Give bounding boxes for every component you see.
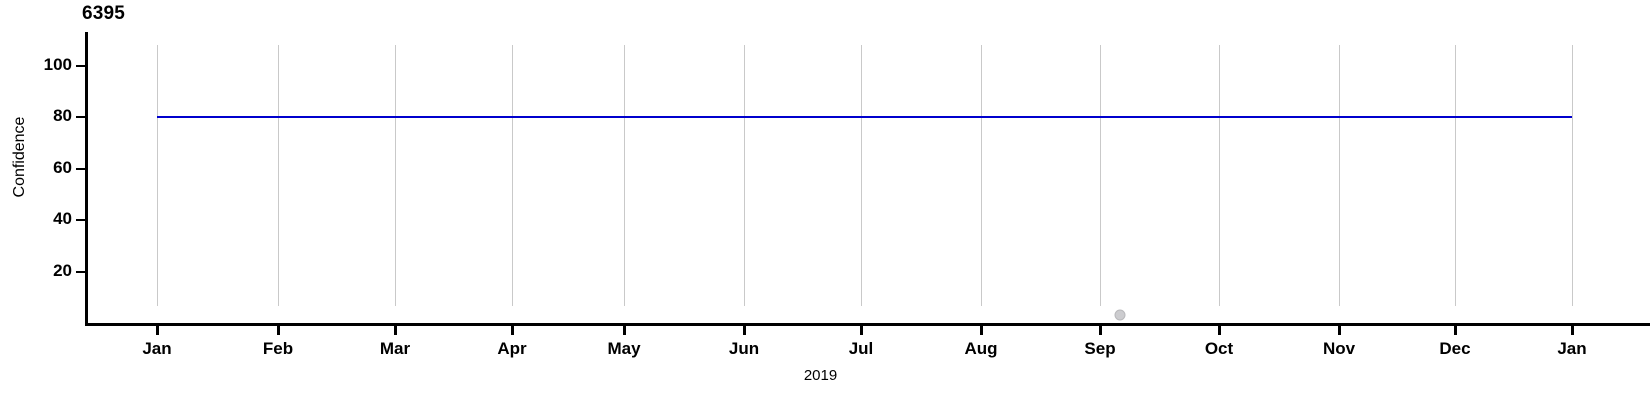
x-axis-tick-mark xyxy=(1571,326,1574,335)
x-axis-line xyxy=(85,323,1650,326)
x-axis-tick-mark xyxy=(156,326,159,335)
gridline xyxy=(1219,45,1220,306)
y-axis-tick-label: 40 xyxy=(53,209,72,229)
x-axis-tick-mark xyxy=(277,326,280,335)
gridline xyxy=(744,45,745,306)
x-axis-tick-label: Jun xyxy=(728,339,760,358)
x-axis-tick-label: May xyxy=(607,339,641,358)
gridline xyxy=(1339,45,1340,306)
x-axis-tick-label: Sep xyxy=(1084,339,1116,358)
y-axis-tick-label: 80 xyxy=(53,106,72,126)
x-axis-tick-label: Jan xyxy=(142,339,172,358)
chart-title: 6395 xyxy=(82,3,126,24)
y-axis-tick-label: 100 xyxy=(43,54,72,74)
x-axis-tick-label: Jan xyxy=(1557,339,1587,358)
gridline xyxy=(1572,45,1573,306)
x-axis-tick-label: Oct xyxy=(1204,339,1234,358)
gridline xyxy=(395,45,396,306)
x-axis-tick-label: Dec xyxy=(1439,339,1471,358)
x-axis-tick-label: Feb xyxy=(262,339,294,358)
y-axis-tick-label: 60 xyxy=(53,157,72,177)
x-axis-tick-mark xyxy=(623,326,626,335)
y-axis-tick-mark xyxy=(76,270,85,273)
x-axis-tick-label: Aug xyxy=(964,339,998,358)
gridline xyxy=(512,45,513,306)
gridline xyxy=(861,45,862,306)
gridline xyxy=(157,45,158,306)
x-axis-tick-mark xyxy=(1454,326,1457,335)
x-axis-tick-label: Jul xyxy=(848,339,874,358)
data-point[interactable] xyxy=(1114,309,1126,321)
x-axis-tick-mark xyxy=(1218,326,1221,335)
x-axis-tick-mark xyxy=(743,326,746,335)
y-axis-tick-mark xyxy=(76,64,85,67)
x-axis-tick-mark xyxy=(511,326,514,335)
gridline xyxy=(278,45,279,306)
gridline xyxy=(1100,45,1101,306)
x-axis-tick-label: Nov xyxy=(1322,339,1356,358)
y-axis-tick-mark xyxy=(76,167,85,170)
y-axis-tick-mark xyxy=(76,219,85,222)
y-axis-tick-mark xyxy=(76,116,85,119)
x-axis-tick-label: Mar xyxy=(379,339,411,358)
x-axis-title: 2019 xyxy=(803,367,838,384)
x-axis-tick-mark xyxy=(860,326,863,335)
y-axis-tick-label: 20 xyxy=(53,260,72,280)
gridline xyxy=(1455,45,1456,306)
x-axis-tick-mark xyxy=(394,326,397,335)
x-axis-tick-mark xyxy=(1338,326,1341,335)
gridline xyxy=(624,45,625,306)
x-axis-tick-mark xyxy=(1099,326,1102,335)
x-axis-tick-mark xyxy=(980,326,983,335)
threshold-line xyxy=(157,116,1572,119)
y-axis-line xyxy=(85,32,88,326)
gridline xyxy=(981,45,982,306)
x-axis-tick-label: Apr xyxy=(497,339,527,358)
